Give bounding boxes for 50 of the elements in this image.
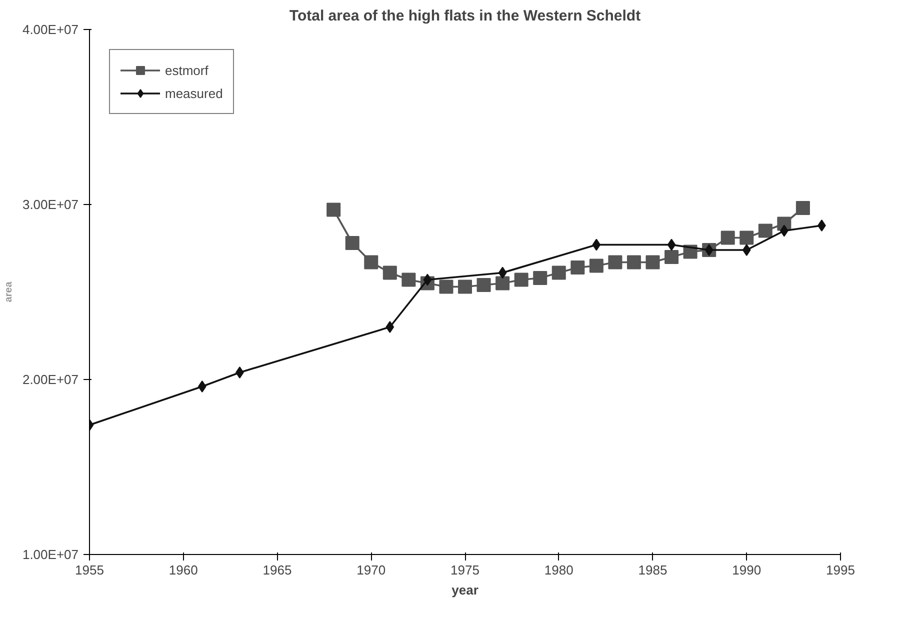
x-tick-label: 1980 bbox=[544, 562, 574, 578]
x-tick-label: 1985 bbox=[638, 562, 668, 578]
point bbox=[758, 224, 772, 238]
y-tick-label: 2.00E+07 bbox=[22, 372, 79, 387]
point bbox=[664, 250, 679, 264]
point bbox=[439, 280, 454, 294]
point bbox=[345, 236, 360, 250]
y-tick-label: 1.00E+07 bbox=[22, 547, 79, 562]
point bbox=[552, 266, 566, 280]
point bbox=[626, 255, 641, 270]
point bbox=[423, 274, 432, 286]
point bbox=[646, 255, 660, 270]
y-tick-label: 3.00E+07 bbox=[22, 197, 79, 212]
point bbox=[198, 380, 206, 392]
point bbox=[364, 255, 378, 270]
point bbox=[382, 266, 397, 280]
point bbox=[589, 258, 604, 273]
point bbox=[326, 202, 341, 217]
x-tick-label: 1965 bbox=[262, 562, 292, 578]
point bbox=[476, 278, 491, 292]
point bbox=[818, 220, 826, 232]
point bbox=[796, 201, 810, 215]
point bbox=[402, 272, 416, 287]
x-tick-label: 1970 bbox=[356, 562, 386, 578]
point bbox=[498, 266, 507, 279]
x-tick-label: 1995 bbox=[826, 562, 855, 578]
point bbox=[236, 366, 244, 378]
x-tick-label: 1975 bbox=[450, 562, 480, 578]
point bbox=[496, 276, 510, 290]
point bbox=[533, 271, 548, 285]
x-axis-title: year bbox=[452, 582, 478, 598]
point bbox=[514, 272, 528, 287]
x-tick-label: 1955 bbox=[75, 562, 104, 578]
point bbox=[720, 230, 735, 245]
legend-label: measured bbox=[165, 86, 223, 100]
point bbox=[386, 321, 394, 333]
y-tick-label: 4.00E+07 bbox=[22, 22, 79, 37]
point bbox=[740, 230, 754, 245]
x-tick-label: 1960 bbox=[168, 562, 198, 578]
point bbox=[570, 260, 585, 274]
chart-title: Total area of the high flats in the Western Scheldt bbox=[289, 8, 641, 24]
point bbox=[608, 255, 622, 270]
point bbox=[592, 238, 601, 251]
point bbox=[704, 244, 714, 256]
point bbox=[742, 244, 751, 256]
legend-label: estmorf bbox=[165, 62, 208, 78]
y-axis-title: area bbox=[3, 281, 14, 302]
x-tick-label: 1990 bbox=[732, 562, 762, 578]
point bbox=[667, 238, 676, 251]
point bbox=[458, 280, 472, 294]
